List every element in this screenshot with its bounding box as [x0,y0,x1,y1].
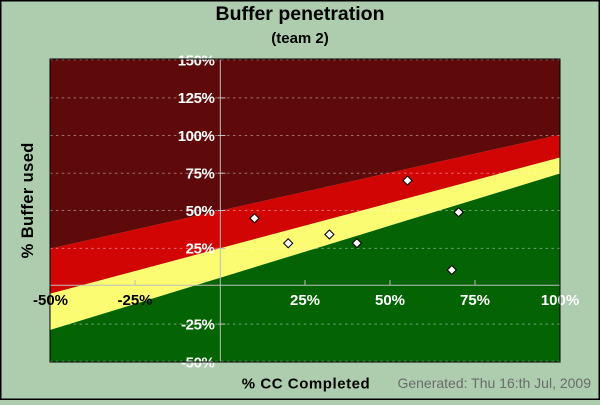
svg-text:25%: 25% [186,241,215,258]
svg-text:100%: 100% [178,128,215,145]
svg-text:(team 2): (team 2) [271,30,329,47]
svg-text:125%: 125% [178,90,215,107]
svg-text:% Buffer used: % Buffer used [19,142,37,258]
svg-text:Buffer penetration: Buffer penetration [215,3,384,25]
svg-text:50%: 50% [186,203,215,220]
svg-text:Generated: Thu 16:th Jul, 2009: Generated: Thu 16:th Jul, 2009 [397,375,591,391]
svg-text:-50%: -50% [181,354,214,371]
svg-text:50%: 50% [375,292,405,309]
svg-text:150%: 150% [178,52,215,69]
svg-text:75%: 75% [460,292,490,309]
svg-text:% CC Completed: % CC Completed [242,376,371,393]
svg-text:75%: 75% [186,166,215,183]
svg-text:-25%: -25% [117,292,152,309]
svg-text:25%: 25% [290,292,320,309]
svg-text:-25%: -25% [181,316,214,333]
